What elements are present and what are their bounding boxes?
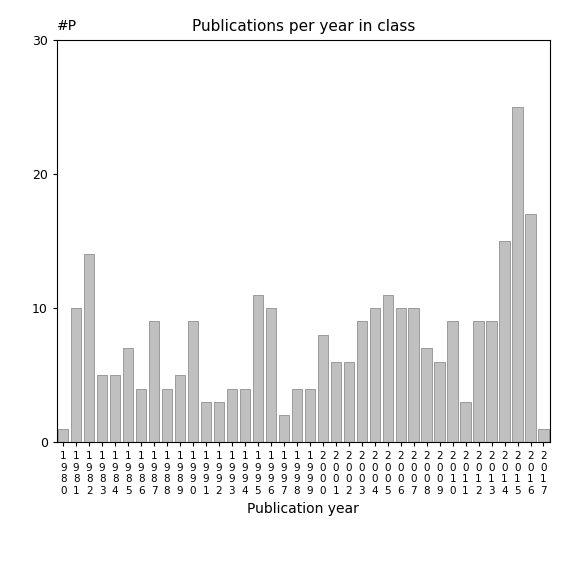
Bar	[291, 388, 302, 442]
Bar	[201, 402, 211, 442]
Bar	[175, 375, 185, 442]
Bar	[240, 388, 250, 442]
Bar	[110, 375, 120, 442]
Bar	[396, 308, 406, 442]
Bar	[486, 321, 497, 442]
Title: Publications per year in class: Publications per year in class	[192, 19, 415, 35]
Bar	[460, 402, 471, 442]
Bar	[500, 241, 510, 442]
Text: #P: #P	[57, 19, 77, 33]
Bar	[473, 321, 484, 442]
Bar	[97, 375, 107, 442]
Bar	[84, 255, 94, 442]
Bar	[513, 107, 523, 442]
Bar	[538, 429, 549, 442]
Bar	[227, 388, 237, 442]
Bar	[318, 335, 328, 442]
Bar	[383, 295, 393, 442]
Bar	[331, 362, 341, 442]
Bar	[408, 308, 419, 442]
Bar	[188, 321, 198, 442]
Bar	[149, 321, 159, 442]
Bar	[278, 416, 289, 442]
Bar	[58, 429, 69, 442]
Bar	[266, 308, 276, 442]
Bar	[357, 321, 367, 442]
Bar	[434, 362, 445, 442]
Bar	[370, 308, 380, 442]
Bar	[162, 388, 172, 442]
Bar	[421, 348, 432, 442]
Bar	[447, 321, 458, 442]
Bar	[304, 388, 315, 442]
Bar	[253, 295, 263, 442]
Bar	[525, 214, 536, 442]
Bar	[136, 388, 146, 442]
X-axis label: Publication year: Publication year	[247, 502, 359, 515]
Bar	[71, 308, 82, 442]
Bar	[344, 362, 354, 442]
Bar	[214, 402, 224, 442]
Bar	[123, 348, 133, 442]
